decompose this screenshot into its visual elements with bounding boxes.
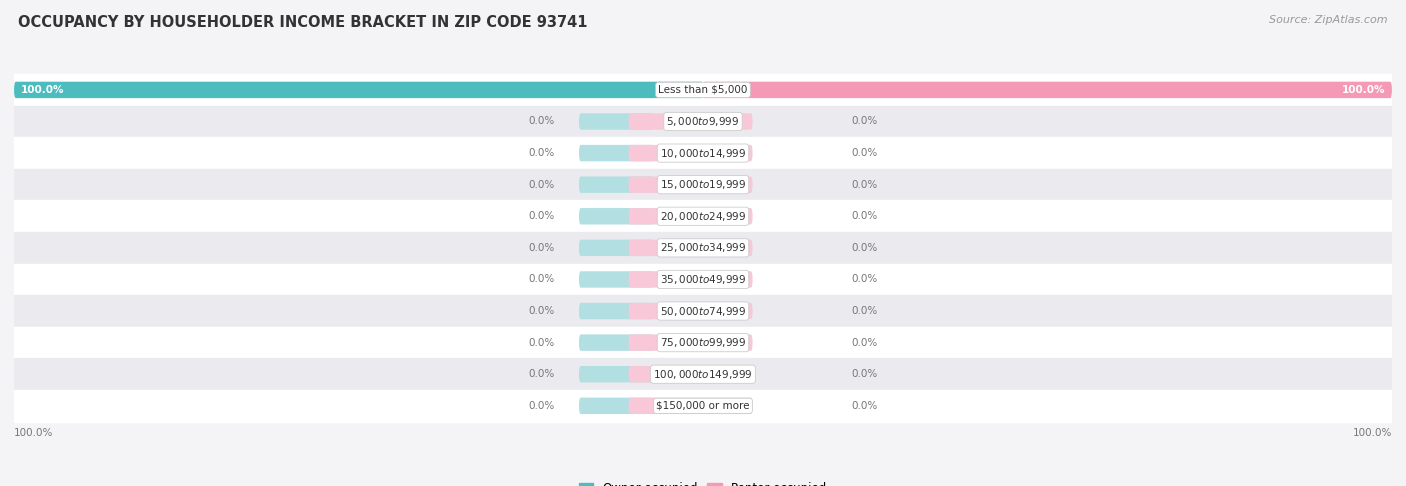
Bar (14, 232, 1392, 263)
Text: 0.0%: 0.0% (529, 338, 555, 347)
Text: $75,000 to $99,999: $75,000 to $99,999 (659, 336, 747, 349)
Bar (14, 169, 1392, 200)
Text: 100.0%: 100.0% (1353, 428, 1392, 438)
Text: 0.0%: 0.0% (851, 306, 877, 316)
Text: $5,000 to $9,999: $5,000 to $9,999 (666, 115, 740, 128)
Text: 100.0%: 100.0% (14, 428, 53, 438)
Text: 0.0%: 0.0% (851, 117, 877, 126)
Text: 0.0%: 0.0% (529, 243, 555, 253)
FancyBboxPatch shape (628, 271, 752, 288)
Text: 0.0%: 0.0% (529, 306, 555, 316)
Text: $35,000 to $49,999: $35,000 to $49,999 (659, 273, 747, 286)
Text: 100.0%: 100.0% (21, 85, 65, 95)
Text: 0.0%: 0.0% (851, 275, 877, 284)
Text: $100,000 to $149,999: $100,000 to $149,999 (654, 368, 752, 381)
Text: 0.0%: 0.0% (529, 148, 555, 158)
Bar (14, 295, 1392, 327)
Text: 100.0%: 100.0% (1341, 85, 1385, 95)
Text: $15,000 to $19,999: $15,000 to $19,999 (659, 178, 747, 191)
Text: 0.0%: 0.0% (851, 180, 877, 190)
Text: $50,000 to $74,999: $50,000 to $74,999 (659, 305, 747, 317)
Text: 0.0%: 0.0% (851, 338, 877, 347)
Text: 0.0%: 0.0% (529, 180, 555, 190)
Text: Source: ZipAtlas.com: Source: ZipAtlas.com (1270, 15, 1388, 25)
Bar (14, 74, 1392, 106)
FancyBboxPatch shape (579, 145, 654, 161)
Text: 0.0%: 0.0% (529, 401, 555, 411)
FancyBboxPatch shape (628, 113, 752, 130)
FancyBboxPatch shape (579, 366, 654, 382)
FancyBboxPatch shape (628, 208, 752, 225)
FancyBboxPatch shape (579, 303, 654, 319)
FancyBboxPatch shape (703, 82, 1392, 98)
FancyBboxPatch shape (14, 82, 703, 98)
FancyBboxPatch shape (579, 271, 654, 288)
Bar (14, 327, 1392, 359)
Bar (14, 105, 1392, 137)
Text: 0.0%: 0.0% (529, 117, 555, 126)
Text: OCCUPANCY BY HOUSEHOLDER INCOME BRACKET IN ZIP CODE 93741: OCCUPANCY BY HOUSEHOLDER INCOME BRACKET … (18, 15, 588, 30)
Text: $10,000 to $14,999: $10,000 to $14,999 (659, 147, 747, 159)
FancyBboxPatch shape (579, 398, 654, 414)
Text: $25,000 to $34,999: $25,000 to $34,999 (659, 242, 747, 254)
Bar (14, 359, 1392, 390)
Bar (14, 137, 1392, 169)
Text: $20,000 to $24,999: $20,000 to $24,999 (659, 210, 747, 223)
FancyBboxPatch shape (628, 303, 752, 319)
FancyBboxPatch shape (628, 240, 752, 256)
FancyBboxPatch shape (628, 366, 752, 382)
FancyBboxPatch shape (579, 334, 654, 351)
FancyBboxPatch shape (579, 208, 654, 225)
Bar (14, 390, 1392, 422)
Text: 0.0%: 0.0% (529, 211, 555, 221)
FancyBboxPatch shape (628, 145, 752, 161)
FancyBboxPatch shape (579, 176, 654, 193)
Text: 0.0%: 0.0% (851, 401, 877, 411)
Text: 0.0%: 0.0% (851, 369, 877, 379)
Bar (14, 201, 1392, 232)
FancyBboxPatch shape (628, 176, 752, 193)
Text: Less than $5,000: Less than $5,000 (658, 85, 748, 95)
Text: 0.0%: 0.0% (851, 243, 877, 253)
Legend: Owner-occupied, Renter-occupied: Owner-occupied, Renter-occupied (574, 477, 832, 486)
Text: 0.0%: 0.0% (529, 275, 555, 284)
FancyBboxPatch shape (628, 334, 752, 351)
Text: $150,000 or more: $150,000 or more (657, 401, 749, 411)
FancyBboxPatch shape (628, 398, 752, 414)
Bar (14, 263, 1392, 295)
Text: 0.0%: 0.0% (851, 148, 877, 158)
Text: 0.0%: 0.0% (529, 369, 555, 379)
FancyBboxPatch shape (579, 240, 654, 256)
Text: 0.0%: 0.0% (851, 211, 877, 221)
FancyBboxPatch shape (579, 113, 654, 130)
